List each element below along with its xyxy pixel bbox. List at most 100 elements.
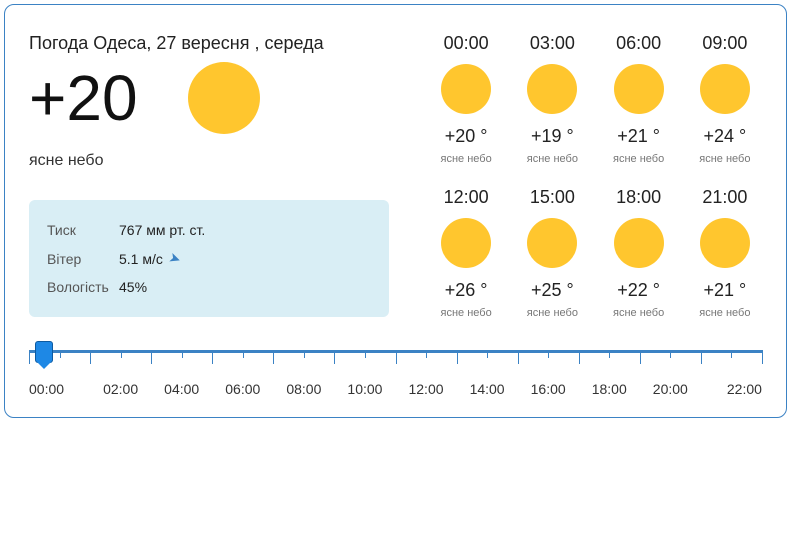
- hour-temp: +22 °: [602, 280, 676, 301]
- wind-direction-icon: ➤: [166, 249, 183, 269]
- slider-time-label: 12:00: [395, 381, 456, 397]
- slider-track[interactable]: [29, 347, 762, 371]
- hour-temp: +21 °: [688, 280, 762, 301]
- hour-temp: +20 °: [429, 126, 503, 147]
- hour-time: 03:00: [515, 33, 589, 54]
- slider-tick-minor: [182, 350, 183, 358]
- slider-tick-major: [29, 350, 30, 364]
- pressure-value: 767 мм рт. ст.: [119, 222, 205, 238]
- sun-icon: [614, 218, 664, 268]
- hour-temp: +19 °: [515, 126, 589, 147]
- slider-tick-major: [151, 350, 152, 364]
- hour-temp: +21 °: [602, 126, 676, 147]
- hour-forecast[interactable]: 00:00 +20 ° ясне небо: [429, 33, 503, 165]
- slider-tick-minor: [548, 350, 549, 358]
- hour-forecast[interactable]: 12:00 +26 ° ясне небо: [429, 187, 503, 319]
- slider-tick-major: [273, 350, 274, 364]
- hour-desc: ясне небо: [688, 307, 762, 319]
- weather-details-box: Тиск 767 мм рт. ст. Вітер 5.1 м/с ➤ Воло…: [29, 200, 389, 317]
- slider-tick-minor: [609, 350, 610, 358]
- current-description: ясне небо: [29, 152, 399, 170]
- hour-time: 15:00: [515, 187, 589, 208]
- slider-time-label: 02:00: [90, 381, 151, 397]
- hour-temp: +26 °: [429, 280, 503, 301]
- location-date-heading: Погода Одеса, 27 вересня , середа: [29, 33, 399, 54]
- current-row: +20: [29, 62, 399, 134]
- sun-icon: [614, 64, 664, 114]
- slider-time-labels: 00:0002:0004:0006:0008:0010:0012:0014:00…: [29, 375, 762, 397]
- hour-desc: ясне небо: [688, 153, 762, 165]
- slider-tick-major: [90, 350, 91, 364]
- hour-forecast[interactable]: 21:00 +21 ° ясне небо: [688, 187, 762, 319]
- sun-icon: [700, 64, 750, 114]
- slider-time-label: 22:00: [701, 381, 762, 397]
- slider-time-label: 08:00: [273, 381, 334, 397]
- wind-row: Вітер 5.1 м/с ➤: [47, 244, 371, 273]
- pressure-row: Тиск 767 мм рт. ст.: [47, 216, 371, 244]
- hour-time: 18:00: [602, 187, 676, 208]
- slider-time-label: 14:00: [457, 381, 518, 397]
- slider-time-label: 20:00: [640, 381, 701, 397]
- humidity-label: Вологість: [47, 279, 119, 295]
- slider-time-label: 18:00: [579, 381, 640, 397]
- hour-forecast[interactable]: 15:00 +25 ° ясне небо: [515, 187, 589, 319]
- pressure-label: Тиск: [47, 222, 119, 238]
- slider-tick-minor: [121, 350, 122, 358]
- slider-tick-minor: [487, 350, 488, 358]
- slider-tick-major: [762, 350, 763, 364]
- humidity-value: 45%: [119, 279, 147, 295]
- hour-desc: ясне небо: [602, 307, 676, 319]
- slider-tick-major: [396, 350, 397, 364]
- sun-icon: [527, 218, 577, 268]
- wind-value: 5.1 м/с: [119, 251, 163, 267]
- hour-forecast[interactable]: 18:00 +22 ° ясне небо: [602, 187, 676, 319]
- hour-desc: ясне небо: [429, 307, 503, 319]
- hour-time: 09:00: [688, 33, 762, 54]
- hour-desc: ясне небо: [602, 153, 676, 165]
- sun-icon: [700, 218, 750, 268]
- slider-tick-major: [640, 350, 641, 364]
- hour-forecast[interactable]: 09:00 +24 ° ясне небо: [688, 33, 762, 165]
- hour-temp: +25 °: [515, 280, 589, 301]
- sun-icon: [527, 64, 577, 114]
- slider-tick-minor: [60, 350, 61, 358]
- current-weather-panel: Погода Одеса, 27 вересня , середа +20 яс…: [29, 33, 399, 319]
- slider-handle[interactable]: [35, 341, 53, 363]
- slider-tick-major: [212, 350, 213, 364]
- hour-time: 06:00: [602, 33, 676, 54]
- hour-desc: ясне небо: [429, 153, 503, 165]
- slider-tick-major: [701, 350, 702, 364]
- hour-time: 21:00: [688, 187, 762, 208]
- slider-tick-minor: [731, 350, 732, 358]
- slider-time-label: 10:00: [334, 381, 395, 397]
- slider-tick-major: [579, 350, 580, 364]
- slider-time-label: 00:00: [29, 381, 90, 397]
- hour-desc: ясне небо: [515, 307, 589, 319]
- sun-icon: [441, 64, 491, 114]
- humidity-row: Вологість 45%: [47, 273, 371, 301]
- weather-card: Погода Одеса, 27 вересня , середа +20 яс…: [4, 4, 787, 418]
- current-temperature: +20: [29, 66, 138, 130]
- slider-tick-major: [518, 350, 519, 364]
- slider-tick-minor: [670, 350, 671, 358]
- hour-time: 00:00: [429, 33, 503, 54]
- slider-tick-minor: [426, 350, 427, 358]
- hour-temp: +24 °: [688, 126, 762, 147]
- hour-desc: ясне небо: [515, 153, 589, 165]
- slider-tick-minor: [304, 350, 305, 358]
- slider-tick-minor: [243, 350, 244, 358]
- slider-time-label: 06:00: [212, 381, 273, 397]
- sun-icon: [188, 62, 260, 134]
- slider-tick-major: [457, 350, 458, 364]
- slider-tick-minor: [365, 350, 366, 358]
- hour-forecast[interactable]: 03:00 +19 ° ясне небо: [515, 33, 589, 165]
- slider-time-label: 04:00: [151, 381, 212, 397]
- hour-time: 12:00: [429, 187, 503, 208]
- sun-icon: [441, 218, 491, 268]
- slider-time-label: 16:00: [518, 381, 579, 397]
- slider-tick-major: [334, 350, 335, 364]
- hour-forecast[interactable]: 06:00 +21 ° ясне небо: [602, 33, 676, 165]
- top-section: Погода Одеса, 27 вересня , середа +20 яс…: [29, 33, 762, 319]
- hourly-forecast-grid: 00:00+20 °ясне небо03:00+19 °ясне небо06…: [429, 33, 762, 319]
- time-slider[interactable]: 00:0002:0004:0006:0008:0010:0012:0014:00…: [29, 347, 762, 397]
